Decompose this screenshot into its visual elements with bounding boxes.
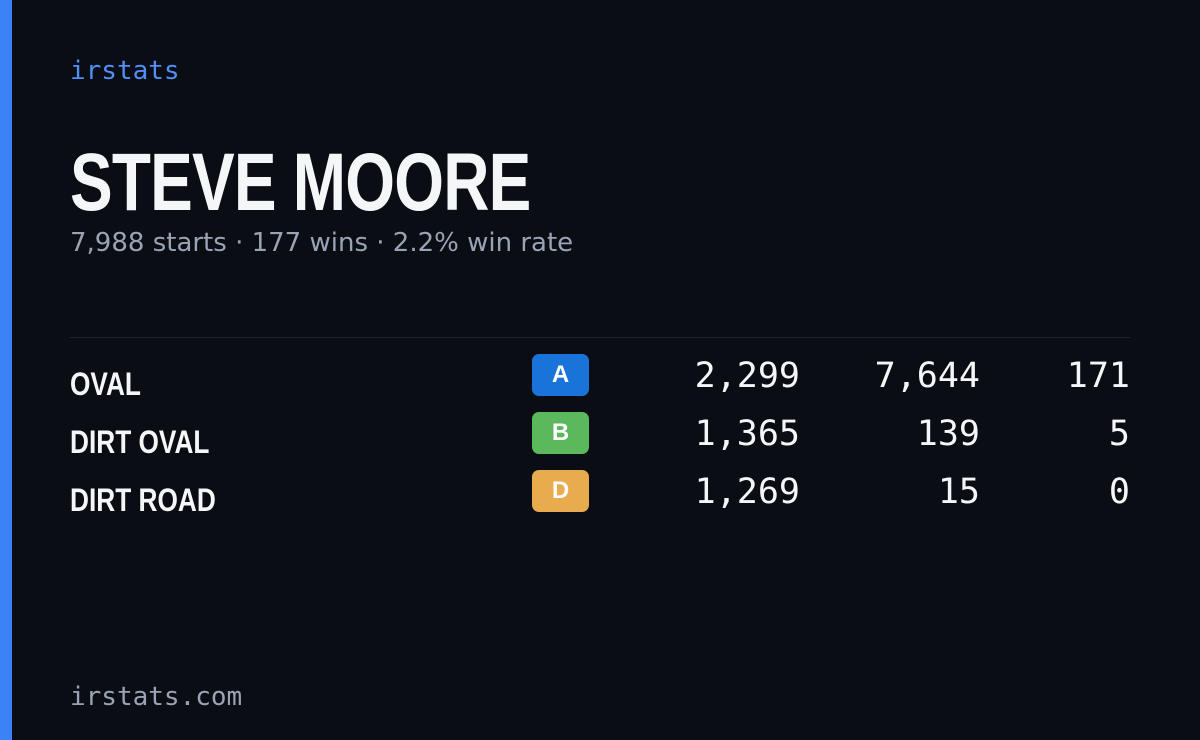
license-class: D bbox=[532, 470, 589, 512]
stat-value: 139 bbox=[916, 414, 980, 454]
stat-value: 5 bbox=[1108, 414, 1130, 454]
stat-value: 1,365 bbox=[694, 414, 800, 454]
header-rule bbox=[70, 337, 1130, 338]
stat-value: 7,644 bbox=[874, 356, 980, 396]
stat-value: 2,299 bbox=[694, 356, 800, 396]
driver-name: STEVE MOORE bbox=[70, 137, 531, 228]
discipline: DIRT OVAL bbox=[70, 424, 210, 460]
brand: irstats bbox=[70, 56, 180, 86]
stat-value: 1,269 bbox=[694, 472, 800, 512]
discipline: OVAL bbox=[70, 366, 141, 402]
license-class: A bbox=[532, 354, 589, 396]
driver-summary: 7,988 starts · 177 wins · 2.2% win rate bbox=[70, 228, 574, 258]
stat-value: 0 bbox=[1108, 472, 1130, 512]
stat-value: 171 bbox=[1066, 356, 1130, 396]
license-class: B bbox=[532, 412, 589, 454]
footer: irstats.com bbox=[70, 682, 243, 712]
accent-bar bbox=[0, 0, 12, 740]
stat-value: 15 bbox=[937, 472, 980, 512]
discipline: DIRT ROAD bbox=[70, 482, 216, 518]
